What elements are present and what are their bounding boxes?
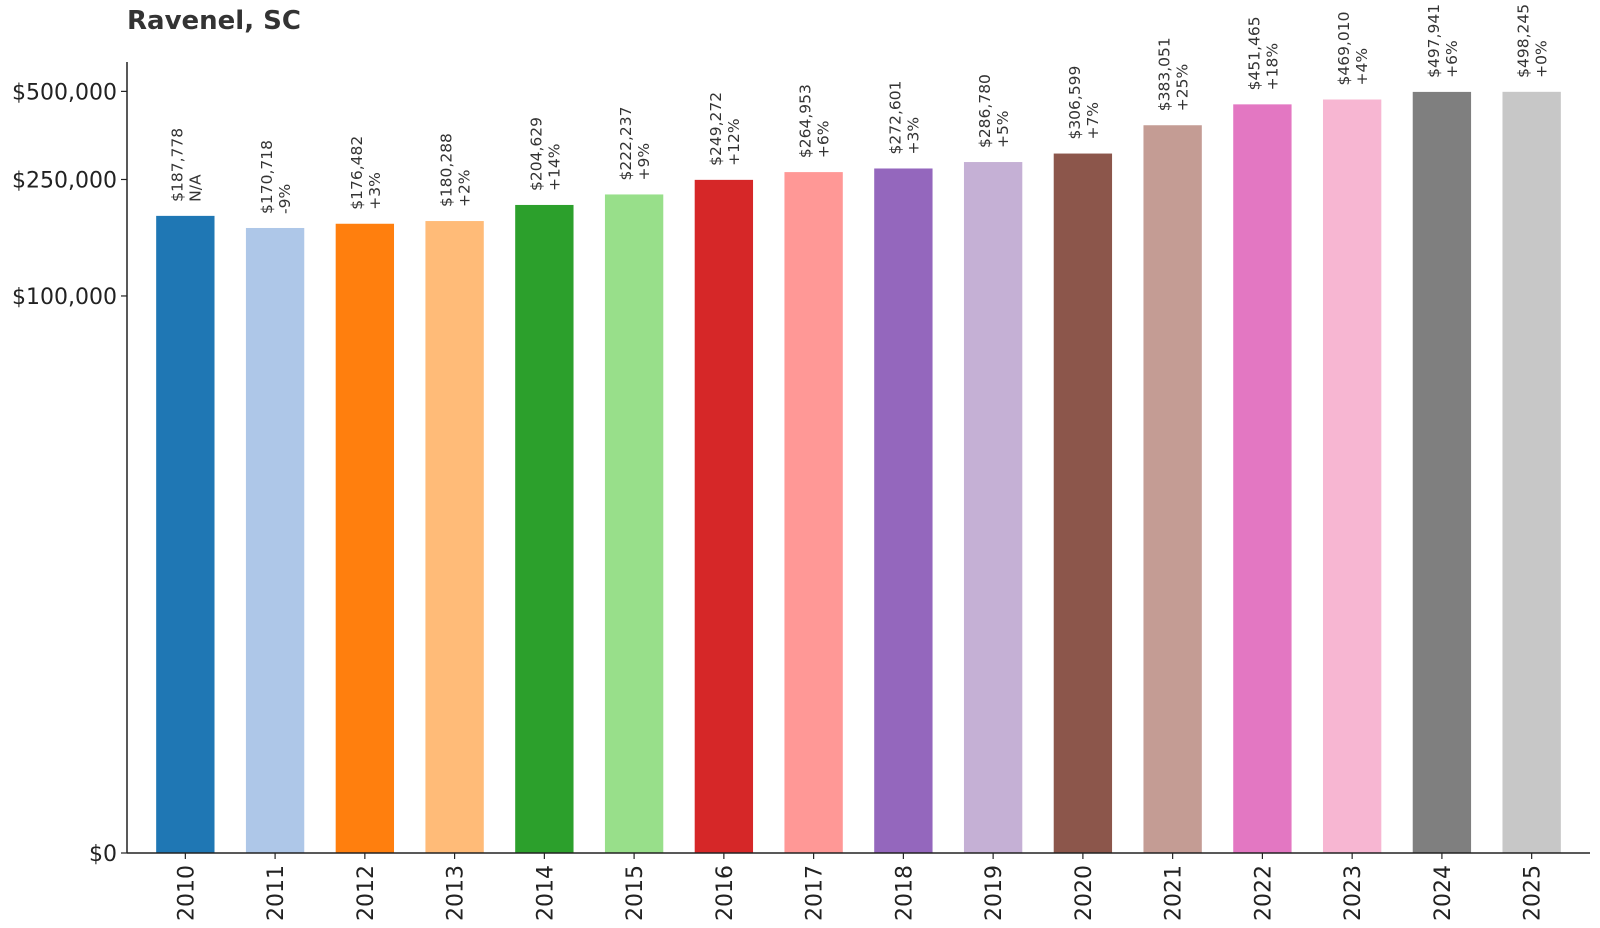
x-tick-label-2011: 2011: [264, 865, 289, 921]
change-label-2011: -9%: [276, 184, 294, 214]
bar-2018: [874, 168, 933, 853]
bar-2012: [335, 223, 395, 854]
value-label-2010: $187,778: [168, 128, 186, 202]
x-tick-label-2017: 2017: [803, 865, 828, 921]
x-tick-label-2018: 2018: [892, 865, 917, 921]
change-label-2023: +4%: [1353, 48, 1371, 86]
x-tick-label-2024: 2024: [1431, 865, 1456, 921]
value-label-2024: $497,941: [1425, 4, 1443, 78]
y-tick-label: $500,000: [12, 80, 117, 105]
bar-2010: [156, 215, 215, 853]
value-label-2019: $286,780: [976, 74, 994, 148]
bar-2019: [963, 162, 1023, 854]
x-tick-label-2012: 2012: [354, 865, 379, 921]
value-label-2016: $249,272: [707, 92, 725, 166]
change-label-2020: +7%: [1084, 102, 1102, 140]
change-label-2021: +25%: [1174, 64, 1192, 111]
value-label-2018: $272,601: [886, 81, 904, 155]
y-tick-label: $100,000: [12, 285, 117, 310]
x-tick-label-2016: 2016: [713, 865, 738, 921]
bar-2025: [1502, 91, 1561, 853]
change-label-2013: +2%: [456, 169, 474, 207]
x-tick-label-2013: 2013: [444, 865, 469, 921]
change-label-2015: +9%: [635, 143, 653, 181]
bar-2011: [245, 227, 305, 854]
value-label-2015: $222,237: [617, 106, 635, 180]
change-label-2017: +6%: [815, 121, 833, 159]
bar-2024: [1412, 91, 1472, 853]
value-label-2013: $180,288: [438, 133, 456, 207]
bar-2015: [604, 194, 664, 853]
value-label-2020: $306,599: [1066, 66, 1084, 140]
change-label-2024: +6%: [1443, 40, 1461, 78]
x-tick-label-2015: 2015: [623, 865, 648, 921]
bar-2013: [425, 221, 484, 853]
chart-title: Ravenel, SC: [127, 6, 301, 36]
change-label-2018: +3%: [904, 117, 922, 155]
value-label-2012: $176,482: [348, 136, 366, 210]
bar-2016: [694, 179, 754, 854]
bar-2023: [1322, 99, 1382, 854]
value-label-2017: $264,953: [797, 84, 815, 158]
value-label-2022: $451,465: [1245, 16, 1263, 90]
change-label-2014: +14%: [545, 143, 563, 190]
value-label-2014: $204,629: [527, 117, 545, 191]
bar-2017: [784, 172, 843, 854]
axes-layer: 2010 2011 2012 2013 2014 2015 2016 2017 2018 2019…: [12, 62, 1590, 921]
value-label-2025: $498,245: [1515, 4, 1533, 78]
bar-2022: [1233, 104, 1292, 854]
change-label-2022: +18%: [1263, 43, 1281, 90]
y-tick-label: $0: [89, 842, 117, 867]
value-label-2023: $469,010: [1335, 12, 1353, 86]
bar-2021: [1143, 125, 1202, 853]
x-tick-label-2023: 2023: [1341, 865, 1366, 921]
x-tick-label-2020: 2020: [1072, 865, 1097, 921]
change-label-2012: +3%: [366, 172, 384, 210]
x-tick-label-2022: 2022: [1251, 865, 1276, 921]
value-label-2021: $383,051: [1156, 37, 1174, 111]
x-tick-label-2025: 2025: [1521, 865, 1546, 921]
x-tick-label-2010: 2010: [174, 865, 199, 921]
y-tick-label: $250,000: [12, 168, 117, 193]
bar-2014: [515, 204, 574, 853]
bars-layer: [156, 91, 1561, 854]
value-label-2011: $170,718: [258, 140, 276, 214]
x-tick-label-2014: 2014: [533, 865, 558, 921]
change-label-2016: +12%: [725, 118, 743, 165]
change-label-2025: +0%: [1533, 40, 1551, 78]
x-tick-label-2019: 2019: [982, 865, 1007, 921]
x-tick-label-2021: 2021: [1162, 865, 1187, 921]
bar-2020: [1053, 153, 1113, 854]
change-label-2010: N/A: [186, 174, 204, 202]
data-labels-layer: $187,778 N/A $170,718 -9% $176,482 +3% $180,28…: [168, 4, 1550, 214]
change-label-2019: +5%: [994, 110, 1012, 148]
